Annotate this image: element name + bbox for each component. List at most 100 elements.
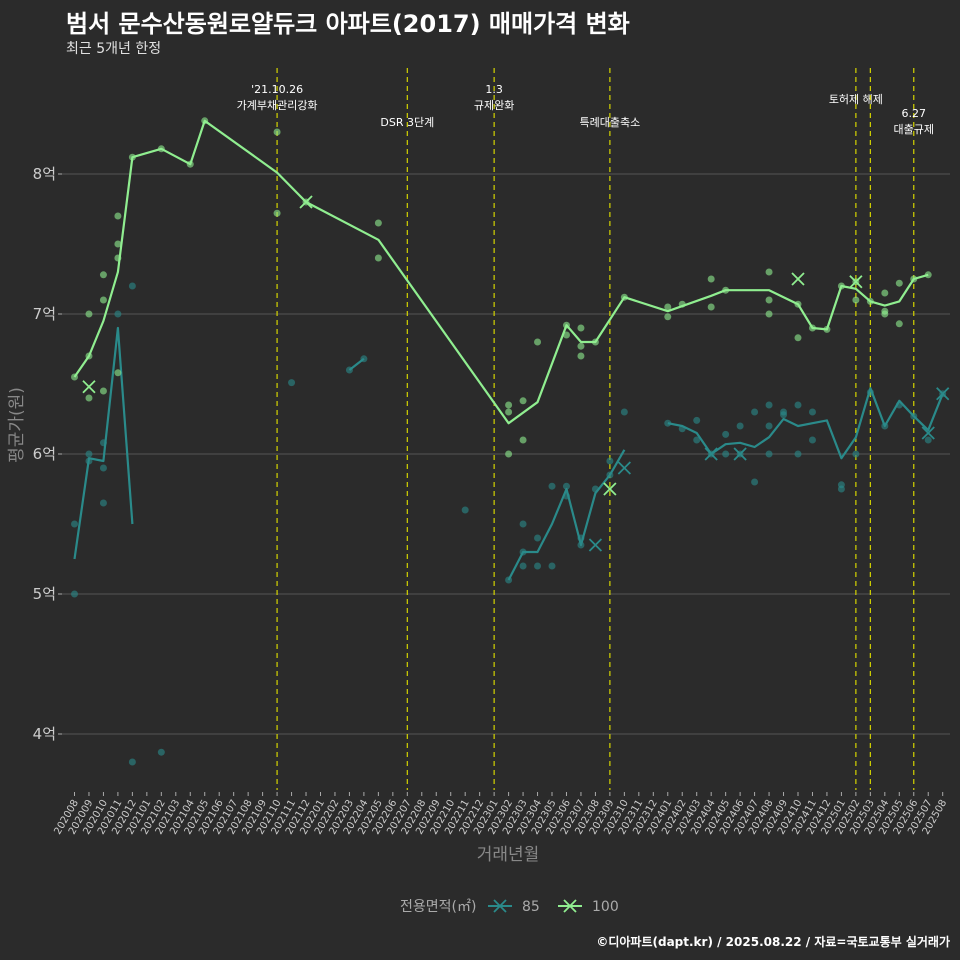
data-point-100 [519,397,527,405]
data-point-100 [707,275,715,283]
data-point-100 [114,240,122,248]
data-point-100 [273,209,281,217]
data-point-100 [895,320,903,328]
cross-marker-85 [921,426,935,440]
data-point-85 [924,436,932,444]
cross-marker-85 [733,447,747,461]
data-point-100 [374,254,382,262]
event-label: '21.10.26 [251,83,303,96]
cross-marker-85 [936,387,950,401]
data-point-100 [505,401,513,409]
x-axis-title: 거래년월 [477,845,540,865]
axis-layer: 4억5억6억7억8억202008202009202010202011202012… [7,165,949,865]
data-point-85 [288,379,296,387]
data-point-85 [128,758,136,766]
data-point-85 [548,482,556,490]
data-point-100 [114,212,122,220]
data-point-100 [577,342,585,350]
data-point-85 [837,485,845,493]
cross-marker-100 [82,380,96,394]
data-point-100 [707,303,715,311]
event-label: 토허제 해제 [829,92,883,106]
cross-marker-85 [704,447,718,461]
legend-key-cross [493,899,507,913]
cross-marker-85 [617,461,631,475]
legend-key-cross [563,899,577,913]
data-point-100 [765,310,773,318]
data-point-100 [534,338,542,346]
event-label: 대출규제 [894,123,934,136]
data-point-85 [548,562,556,570]
data-point-100 [664,303,672,311]
data-point-85 [99,464,107,472]
data-point-100 [881,289,889,297]
data-point-85 [780,411,788,419]
data-point-100 [505,450,513,458]
legend-label: 85 [522,899,540,915]
series-line-85 [667,387,944,460]
series-line-85 [507,449,626,581]
data-point-85 [128,282,136,290]
data-point-100 [99,387,107,395]
event-label: DSR 3단계 [380,116,434,129]
data-point-85 [794,401,802,409]
y-tick-label: 7억 [33,305,56,323]
chart-subtitle: 최근 5개년 한정 [66,41,162,57]
legend-title: 전용면적(㎡) [400,899,476,915]
data-point-85 [114,310,122,318]
cross-marker-100 [299,195,313,209]
y-tick-label: 4억 [33,725,56,743]
series-line-100 [73,119,929,425]
data-point-85 [71,520,78,528]
y-tick-label: 8억 [33,165,56,183]
data-point-100 [881,307,889,315]
chart-title: 범서 문수산동원로얄듀크 아파트(2017) 매매가격 변화 [66,10,630,38]
data-point-85 [722,450,730,458]
data-point-85 [765,450,773,458]
y-axis-title: 평균가(원) [7,387,27,463]
data-point-85 [693,436,701,444]
y-tick-label: 6억 [33,445,56,463]
event-label: 특례대출축소 [580,116,641,129]
data-point-100 [562,331,570,339]
data-point-85 [562,482,570,490]
data-point-100 [374,219,382,227]
data-point-85 [808,436,816,444]
legend-layer: 전용면적(㎡) 85 100 [400,899,619,915]
data-point-100 [852,296,860,304]
data-point-85 [722,430,730,438]
grid-layer [62,173,950,735]
data-point-85 [852,450,860,458]
data-point-85 [85,450,93,458]
cross-marker-100 [791,272,805,286]
data-point-100 [765,268,773,276]
data-point-100 [924,271,932,279]
data-point-85 [794,450,802,458]
legend-label: 100 [592,899,619,915]
data-point-85 [534,534,542,542]
event-label: 1.3 [485,83,503,96]
data-point-100 [85,394,93,402]
data-point-85 [519,520,527,528]
data-point-85 [664,419,672,427]
data-point-85 [808,408,816,416]
data-point-100 [577,352,585,360]
data-point-100 [519,436,527,444]
data-point-100 [664,313,672,321]
event-label: 가계부채관리강화 [237,99,318,112]
data-point-85 [606,457,614,465]
data-point-85 [751,478,759,486]
cross-marker-85 [588,538,603,552]
data-point-85 [534,562,542,570]
cross-marker-100 [849,275,863,289]
data-point-85 [693,416,701,424]
event-label: 6.27 [902,107,927,120]
data-point-85 [620,408,628,416]
data-point-85 [765,422,773,430]
data-point-100 [794,334,802,342]
event-label: 규제완화 [474,99,514,112]
data-point-85 [157,748,165,756]
data-point-85 [765,401,773,409]
